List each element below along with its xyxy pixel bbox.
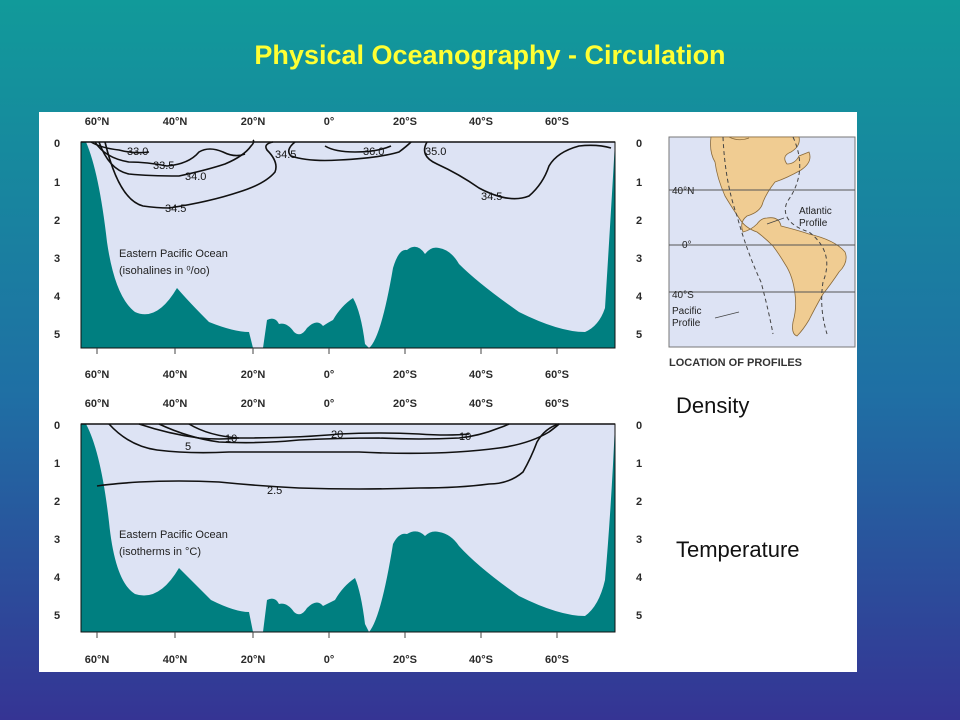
map-label: Pacific: [672, 306, 701, 317]
depth-tick: 1: [54, 177, 60, 189]
salinity-contour-labels: 33.0 33.5 34.0 34.5 34.5 36.0 35.0 34.5: [127, 146, 502, 215]
depth-tick: 2: [54, 496, 60, 508]
depth-tick: 3: [54, 534, 60, 546]
lat-tick: 20°S: [393, 369, 417, 381]
depth-tick: 0: [636, 420, 642, 432]
map-label: Profile: [672, 318, 701, 329]
lat-tick: 0°: [324, 398, 335, 410]
depth-tick: 0: [54, 420, 60, 432]
isohaline-label: 35.0: [425, 146, 446, 158]
salinity-caption-line1: Eastern Pacific Ocean: [119, 248, 228, 260]
depth-tick: 2: [54, 215, 60, 227]
salinity-caption-line2: (isohalines in ⁰/oo): [119, 265, 210, 277]
depth-tick: 0: [54, 138, 60, 150]
lat-tick: 60°S: [545, 369, 569, 381]
location-map: 40°N Atlantic Profile 0° 40°S Pacific Pr…: [668, 136, 856, 369]
lat-tick: 60°N: [85, 654, 110, 666]
depth-tick: 1: [54, 458, 60, 470]
temperature-caption-line2: (isotherms in °C): [119, 546, 201, 558]
depth-tick: 5: [54, 329, 60, 341]
isohaline-label: 34.5: [165, 203, 186, 215]
lat-tick: 40°S: [469, 116, 493, 128]
map-labels: 40°N Atlantic Profile 0° 40°S Pacific Pr…: [672, 186, 832, 329]
temperature-top-lat-ticks: 60°N 40°N 20°N 0° 20°S 40°S 60°S: [85, 398, 569, 410]
temperature-depth-ticks-right: 0 1 2 3 4 5: [636, 420, 643, 622]
temperature-caption-line1: Eastern Pacific Ocean: [119, 529, 228, 541]
lat-tick: 60°N: [85, 116, 110, 128]
depth-tick: 5: [636, 610, 642, 622]
lat-tick: 0°: [324, 116, 335, 128]
depth-tick: 4: [54, 572, 61, 584]
isotherm-label: 5: [185, 441, 191, 453]
map-label: 40°S: [672, 290, 694, 301]
depth-tick: 1: [636, 177, 642, 189]
lat-tick: 20°S: [393, 654, 417, 666]
depth-tick: 3: [636, 534, 642, 546]
depth-tick: 2: [636, 215, 642, 227]
isotherm-label: 20: [331, 429, 343, 441]
temperature-panel: 10 20 10 5 2.5 Eastern Pacific Ocean (is…: [54, 398, 643, 666]
temperature-seafloor: [81, 424, 615, 632]
map-label: 0°: [682, 240, 692, 251]
map-label: Atlantic: [799, 206, 832, 217]
temperature-depth-ticks-left: 0 1 2 3 4 5: [54, 420, 61, 622]
lat-tick: 20°N: [241, 369, 266, 381]
lat-tick: 20°N: [241, 654, 266, 666]
lat-tick: 60°N: [85, 369, 110, 381]
lat-tick: 20°N: [241, 116, 266, 128]
lat-tick: 40°N: [163, 369, 188, 381]
salinity-bottom-lat-ticks: 60°N 40°N 20°N 0° 20°S 40°S 60°S: [85, 369, 569, 381]
lat-tick: 60°S: [545, 116, 569, 128]
map-label: Profile: [799, 218, 828, 229]
density-label: Density: [676, 393, 750, 418]
salinity-panel: 33.0 33.5 34.0 34.5 34.5 36.0 35.0 34.5 …: [54, 116, 643, 381]
depth-tick: 4: [54, 291, 61, 303]
lat-tick: 40°S: [469, 398, 493, 410]
isohaline-label: 34.0: [185, 171, 206, 183]
americas-landmass: [710, 136, 847, 337]
depth-tick: 4: [636, 291, 643, 303]
depth-tick: 3: [54, 253, 60, 265]
depth-tick: 0: [636, 138, 642, 150]
lat-tick: 0°: [324, 654, 335, 666]
isotherm-label: 10: [459, 431, 471, 443]
lat-tick: 40°N: [163, 398, 188, 410]
map-label: 40°N: [672, 186, 694, 197]
lat-tick: 20°S: [393, 116, 417, 128]
temperature-label: Temperature: [676, 537, 800, 562]
depth-tick: 5: [54, 610, 60, 622]
depth-tick: 3: [636, 253, 642, 265]
lat-tick: 60°S: [545, 398, 569, 410]
isohaline-label: 34.5: [275, 149, 296, 161]
ocean-profiles-figure: 33.0 33.5 34.0 34.5 34.5 36.0 35.0 34.5 …: [39, 112, 857, 672]
temperature-contour-labels: 10 20 10 5 2.5: [185, 429, 471, 497]
lat-tick: 40°S: [469, 369, 493, 381]
isohaline-label: 33.5: [153, 160, 174, 172]
depth-tick: 5: [636, 329, 642, 341]
isotherm-label: 10: [225, 433, 237, 445]
depth-tick: 4: [636, 572, 643, 584]
lat-tick: 60°N: [85, 398, 110, 410]
lat-tick: 40°N: [163, 116, 188, 128]
isohaline-label: 36.0: [363, 146, 384, 158]
lat-tick: 20°N: [241, 398, 266, 410]
depth-tick: 2: [636, 496, 642, 508]
ocean-profiles-svg: 33.0 33.5 34.0 34.5 34.5 36.0 35.0 34.5 …: [54, 116, 856, 666]
isohaline-label: 34.5: [481, 191, 502, 203]
salinity-depth-ticks-right: 0 1 2 3 4 5: [636, 138, 643, 341]
lat-tick: 60°S: [545, 654, 569, 666]
isohaline-label: 33.0: [127, 146, 148, 158]
lat-tick: 40°S: [469, 654, 493, 666]
lat-tick: 20°S: [393, 398, 417, 410]
salinity-seafloor: [81, 142, 615, 348]
map-caption: LOCATION OF PROFILES: [669, 357, 802, 369]
temperature-bottom-lat-ticks: 60°N 40°N 20°N 0° 20°S 40°S 60°S: [85, 654, 569, 666]
isotherm-label: 2.5: [267, 485, 282, 497]
depth-tick: 1: [636, 458, 642, 470]
salinity-top-lat-ticks: 60°N 40°N 20°N 0° 20°S 40°S 60°S: [85, 116, 569, 128]
salinity-depth-ticks-left: 0 1 2 3 4 5: [54, 138, 61, 341]
lat-tick: 0°: [324, 369, 335, 381]
lat-tick: 40°N: [163, 654, 188, 666]
slide-title: Physical Oceanography - Circulation: [254, 40, 726, 70]
